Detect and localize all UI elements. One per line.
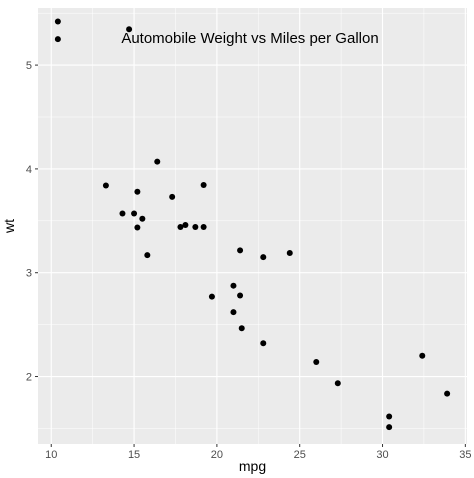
y-tick-label: 5 <box>26 60 32 72</box>
data-point <box>154 158 161 165</box>
data-point <box>139 215 146 222</box>
data-point <box>200 224 207 231</box>
data-point <box>134 224 141 231</box>
data-point <box>230 309 237 316</box>
data-point <box>102 182 109 189</box>
data-point <box>192 224 199 231</box>
x-tick-label: 10 <box>45 449 57 461</box>
data-point <box>237 247 244 254</box>
data-point <box>444 390 451 397</box>
x-axis-title: mpg <box>239 458 266 474</box>
data-point <box>119 210 126 217</box>
x-tick-label: 35 <box>459 449 471 461</box>
x-tick-label: 20 <box>211 449 223 461</box>
x-tick-label: 30 <box>376 449 388 461</box>
y-tick-label: 4 <box>26 164 32 176</box>
y-axis-title: wt <box>1 219 17 234</box>
data-point <box>177 224 184 231</box>
y-axis-ticks: 2 3 4 5 <box>26 60 38 384</box>
data-point <box>126 26 133 33</box>
data-point <box>386 413 393 420</box>
data-point <box>131 210 138 217</box>
data-point <box>260 340 267 347</box>
data-point <box>134 188 141 195</box>
data-point <box>419 352 426 359</box>
chart-title: Automobile Weight vs Miles per Gallon <box>121 30 378 47</box>
data-point <box>334 380 341 387</box>
x-tick-label: 25 <box>294 449 306 461</box>
y-tick-label: 2 <box>26 372 32 384</box>
data-point <box>230 282 237 289</box>
data-point <box>182 221 189 228</box>
data-point <box>313 358 320 365</box>
data-point <box>200 181 207 188</box>
data-point <box>237 292 244 299</box>
major-grid <box>38 8 467 444</box>
data-point <box>208 293 215 300</box>
y-tick-label: 3 <box>26 268 32 280</box>
data-point <box>238 325 245 332</box>
x-tick-label: 15 <box>128 449 140 461</box>
minor-grid <box>38 8 467 444</box>
x-axis-ticks: 10 15 20 25 30 35 <box>45 444 471 461</box>
data-point <box>169 193 176 200</box>
data-point <box>144 252 151 259</box>
data-point <box>54 18 61 25</box>
data-points <box>54 18 451 431</box>
plot-panel <box>38 8 467 444</box>
data-point <box>286 249 293 256</box>
data-point <box>54 36 61 43</box>
data-point <box>260 254 267 261</box>
data-point <box>386 424 393 431</box>
